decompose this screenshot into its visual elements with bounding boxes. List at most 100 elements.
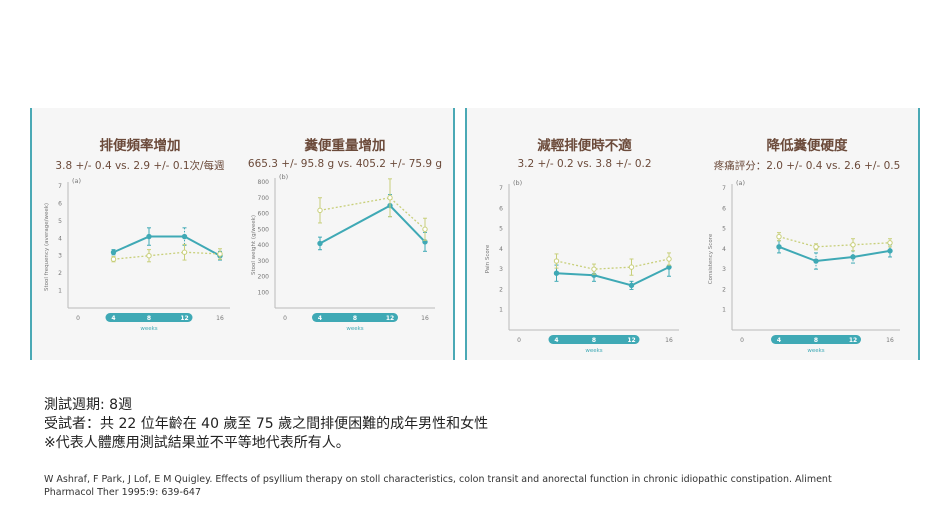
x-tick-label: 12 [386,315,394,322]
panel-label: (a) [72,177,81,185]
data-point [553,270,560,276]
series-line [113,235,221,257]
y-tick-label: 3 [722,266,726,273]
data-point [217,251,223,257]
pain-score-chart: 減輕排便時不適 3.2 +/- 0.2 vs. 3.8 +/- 0.2 (b) 1… [477,108,692,360]
data-point [146,253,152,259]
weeks-highlight [771,335,861,344]
series-line [319,204,426,245]
x-tick-label: 8 [592,337,596,344]
data-point [887,248,893,254]
y-tick-label: 7 [499,185,503,192]
data-point [666,256,672,262]
panel-label: (b) [513,179,522,187]
study-subjects: 受試者：共 22 位年齡在 40 歲至 75 歲之間排便困難的成年男性和女性 [44,416,489,432]
study-notes: 測試週期: 8週 受試者：共 22 位年齡在 40 歲至 75 歲之間排便困難的… [44,396,488,453]
series-line [778,245,891,263]
chart-subtitle: 665.3 +/- 95.8 g vs. 405.2 +/- 75.9 g [247,158,443,170]
data-point [813,244,819,250]
y-tick-label: 700 [258,195,270,202]
x-tick-label: 8 [353,315,357,322]
weeks-highlight [105,313,193,322]
data-point [776,233,782,240]
x-tick-label: 0 [283,315,287,322]
data-point [181,233,188,240]
y-tick-label: 2 [722,286,726,293]
study-duration: 測試週期: 8週 [44,397,133,413]
series-line [778,236,891,248]
y-tick-label: 1 [58,288,62,295]
chart-subtitle: 3.2 +/- 0.2 vs. 3.8 +/- 0.2 [517,158,652,170]
y-tick-label: 6 [722,205,726,212]
chart-plot: (b) 100 200 300 400 500 600 700 800 Stool weight … [251,173,435,332]
data-point [887,240,893,246]
x-tick-label: 16 [216,315,224,322]
panel-label: (b) [279,173,288,181]
chart-subtitle: 3.8 +/- 0.4 vs. 2.9 +/- 0.1次/每週 [55,160,225,172]
right-panel: 減輕排便時不適 3.2 +/- 0.2 vs. 3.8 +/- 0.2 (b) 1… [465,108,920,360]
y-tick-label: 100 [258,289,270,296]
y-tick-label: 500 [258,226,270,233]
x-tick-label: 4 [111,315,115,322]
chart-title: 減輕排便時不適 [537,138,632,154]
data-point [776,244,782,250]
data-point [387,195,393,201]
panel-label: (a) [736,179,745,187]
x-tick-label: 0 [740,337,744,344]
data-point [553,258,560,264]
data-point [850,242,856,248]
y-tick-label: 3 [58,253,62,260]
consistency-score-chart: 降低糞便硬度 疼痛評分：2.0 +/- 0.4 vs. 2.6 +/- 0.5 … [702,108,912,360]
data-point [110,256,117,262]
y-tick-label: 4 [499,246,503,253]
y-tick-label: 4 [722,246,726,253]
y-axis-label: Consistency Score [708,233,714,284]
x-tick-label: 12 [180,315,188,322]
x-tick-label: 4 [318,315,322,322]
x-tick-label: 4 [554,337,558,344]
series-line [113,251,221,260]
stool-frequency-chart: 排便頻率增加 3.8 +/- 0.4 vs. 2.9 +/- 0.1次/每週 (… [40,108,240,360]
y-tick-label: 6 [58,200,62,207]
x-tick-label: 8 [814,337,818,344]
y-tick-label: 2 [58,270,62,277]
y-axis-label: Pain Score [485,244,491,273]
chart-title: 糞便重量增加 [304,138,386,154]
data-point [317,240,323,247]
data-point [422,226,428,232]
x-tick-label: 16 [665,337,673,344]
x-axis-label: weeks [140,326,157,332]
weeks-highlight [548,335,640,344]
y-tick-label: 600 [258,211,270,218]
y-tick-label: 7 [722,185,726,192]
y-tick-label: 800 [258,179,270,186]
x-tick-label: 0 [517,337,521,344]
x-tick-label: 4 [777,337,781,344]
data-point [628,282,635,289]
weeks-highlight [312,313,398,322]
x-tick-label: 16 [886,337,894,344]
x-tick-label: 0 [76,315,80,322]
x-axis-label: weeks [807,348,824,354]
y-tick-label: 400 [258,242,270,249]
y-tick-label: 6 [499,205,503,212]
y-tick-label: 4 [58,235,62,242]
y-tick-label: 5 [722,226,726,233]
data-point [110,249,117,255]
y-tick-label: 1 [722,307,726,314]
data-point [628,264,635,270]
data-point [850,254,856,260]
left-panel: 排便頻率增加 3.8 +/- 0.4 vs. 2.9 +/- 0.1次/每週 (… [30,108,455,360]
stool-weight-chart: 糞便重量增加 665.3 +/- 95.8 g vs. 405.2 +/- 75… [245,108,445,360]
y-tick-label: 5 [58,218,62,225]
y-tick-label: 3 [499,266,503,273]
y-tick-label: 2 [499,286,503,293]
citation: W Ashraf, F Park, J Lof, E M Quigley. Ef… [44,474,832,498]
y-tick-label: 300 [258,258,270,265]
data-point [146,233,152,240]
y-axis-label: Stool weight (g/week) [251,215,257,275]
x-axis-label: weeks [585,348,602,354]
